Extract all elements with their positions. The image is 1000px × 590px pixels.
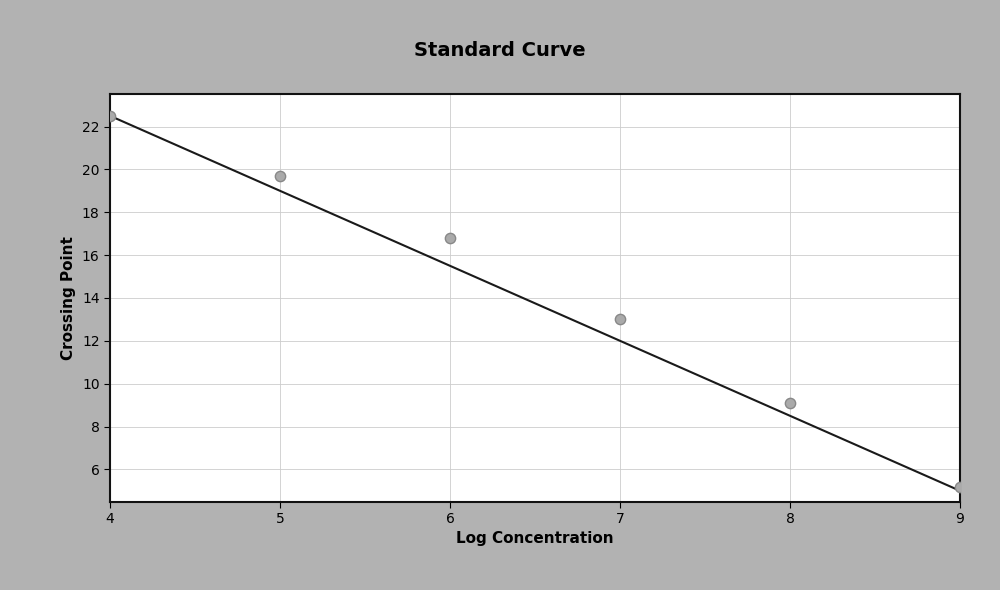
Y-axis label: Crossing Point: Crossing Point xyxy=(61,236,76,360)
X-axis label: Log Concentration: Log Concentration xyxy=(456,532,614,546)
Point xyxy=(782,398,798,408)
Point xyxy=(952,482,968,491)
Point xyxy=(612,314,628,324)
Point xyxy=(272,171,288,181)
Point xyxy=(102,111,118,120)
Point xyxy=(442,233,458,242)
Text: Standard Curve: Standard Curve xyxy=(414,41,586,60)
